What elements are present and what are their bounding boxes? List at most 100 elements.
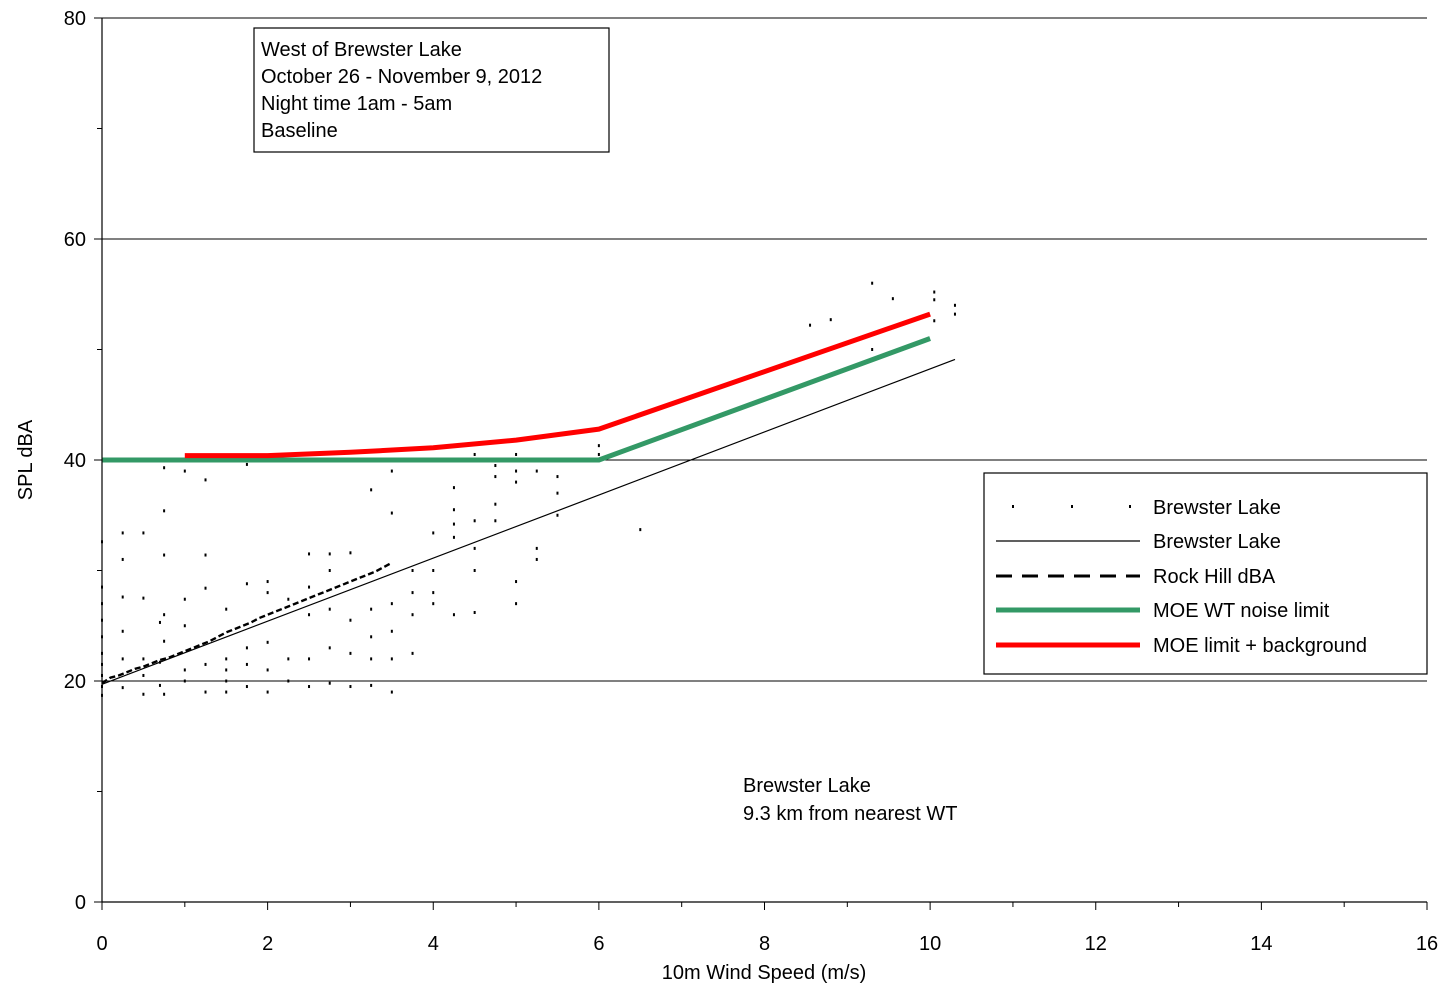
scatter-point [473, 569, 476, 572]
scatter-point [225, 679, 228, 683]
scatter-point [597, 444, 600, 448]
scatter-point [121, 595, 124, 599]
scatter-point [953, 303, 956, 307]
scatter-point [933, 298, 936, 302]
legend-frame [983, 472, 1428, 675]
scatter-point [183, 597, 186, 601]
plot-series [101, 281, 956, 697]
scatter-point [245, 462, 248, 466]
axes: 0 20 40 60 80 0 2 4 6 8 10 12 14 16 [64, 8, 1438, 955]
y-tick-label: 60 [64, 229, 86, 251]
scatter-point [411, 651, 414, 655]
scatter-point [349, 551, 352, 555]
x-tick-label: 6 [593, 933, 604, 955]
scatter-point [163, 692, 166, 696]
scatter-point [452, 535, 455, 539]
legend-label: MOE limit + background [1153, 635, 1367, 657]
scatter-point [158, 620, 161, 624]
info-box-line: Baseline [261, 120, 338, 142]
scatter-point [829, 318, 832, 322]
scatter-point [163, 639, 166, 643]
y-axis-label: SPL dBA [15, 419, 37, 500]
scatter-point [473, 546, 476, 550]
legend-label: Brewster Lake [1153, 497, 1281, 519]
scatter-point [142, 596, 145, 600]
scatter-point [953, 312, 956, 316]
legend-label: Brewster Lake [1153, 531, 1281, 553]
scatter-point [225, 690, 228, 694]
scatter-point [328, 681, 331, 685]
series-line-moe-background [184, 311, 931, 459]
scatter-point [266, 640, 269, 644]
scatter-point [535, 546, 538, 550]
legend-item: Brewster Lake [996, 531, 1281, 553]
scatter-point [121, 686, 124, 690]
x-tick-label: 2 [262, 933, 273, 955]
scatter-point [142, 673, 145, 677]
scatter-point [121, 531, 124, 535]
scatter-point [328, 607, 331, 611]
scatter-point [556, 491, 559, 495]
legend-dot [1012, 505, 1014, 508]
scatter-point [349, 685, 352, 689]
scatter-point [556, 513, 559, 517]
info-box-frame [253, 27, 610, 153]
scatter-point [183, 668, 186, 672]
info-box-line: Night time 1am - 5am [261, 93, 452, 115]
scatter-point [287, 679, 290, 683]
scatter-point [266, 591, 269, 595]
scatter-point [370, 635, 373, 639]
scatter-point [225, 607, 228, 611]
scatter-point [432, 531, 435, 535]
scatter-point [163, 553, 166, 557]
scatter-point [597, 452, 600, 456]
scatter-point [809, 323, 812, 327]
scatter-point [494, 519, 497, 523]
scatter-point [494, 464, 497, 468]
scatter-point [121, 629, 124, 633]
scatter-point [515, 469, 518, 473]
scatter-point [432, 569, 435, 572]
annotation: Brewster Lake 9.3 km from nearest WT [743, 775, 958, 825]
scatter-point [390, 690, 393, 694]
scatter-point [473, 519, 476, 523]
x-tick-label: 14 [1250, 933, 1272, 955]
scatter-point [432, 591, 435, 595]
scatter-point [204, 478, 207, 482]
y-tick-label: 80 [64, 8, 86, 30]
scatter-point [370, 607, 373, 611]
scatter-point [328, 552, 331, 556]
scatter-point [308, 552, 311, 556]
y-tick-label: 40 [64, 450, 86, 472]
x-tick-label: 16 [1416, 933, 1438, 955]
scatter-point [390, 511, 393, 515]
scatter-point [515, 452, 518, 456]
scatter-point [515, 602, 518, 606]
scatter-point [287, 597, 290, 601]
scatter-point [349, 618, 352, 622]
scatter-point [556, 475, 559, 479]
scatter-point [390, 469, 393, 473]
scatter-point [287, 657, 290, 661]
scatter-point [390, 657, 393, 661]
scatter-point [494, 475, 497, 479]
scatter-point [204, 553, 207, 557]
legend-item: Rock Hill dBA [996, 566, 1276, 588]
x-tick-label: 10 [919, 933, 941, 955]
scatter-point [183, 624, 186, 628]
series-line-trend [101, 358, 956, 685]
info-box-line: October 26 - November 9, 2012 [261, 66, 542, 88]
scatter-point [308, 657, 311, 661]
scatter-point [266, 580, 269, 584]
info-box: West of Brewster Lake October 26 - Novem… [253, 27, 610, 153]
scatter-point [245, 646, 248, 650]
scatter-point [308, 685, 311, 689]
scatter-point [163, 613, 166, 617]
scatter-point [121, 657, 124, 661]
legend-dot [1129, 505, 1131, 508]
scatter-point [891, 297, 894, 301]
scatter-point [411, 613, 414, 617]
scatter-point [390, 602, 393, 606]
annotation-line: Brewster Lake [743, 775, 871, 797]
legend-swatch-scatter [1012, 505, 1131, 508]
